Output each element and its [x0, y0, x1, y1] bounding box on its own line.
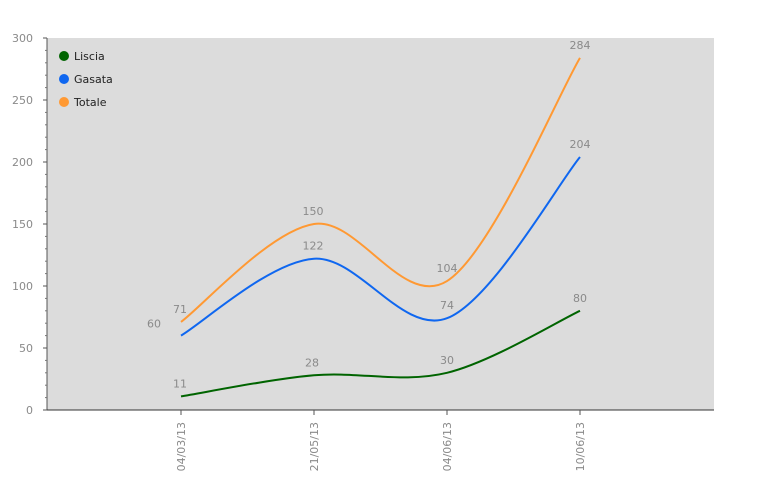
x-tick-label: 10/06/13: [574, 422, 587, 471]
data-label: 150: [303, 205, 324, 218]
data-labels: 11 28 30 80 60 122 74 204 71 150 104 284: [147, 39, 591, 391]
data-label: 28: [305, 356, 319, 369]
y-tick-label: 0: [26, 404, 33, 417]
data-label: 11: [173, 377, 187, 390]
data-label: 74: [440, 299, 454, 312]
x-axis: 04/03/13 21/05/13 04/06/13 10/06/13: [47, 409, 714, 471]
legend-marker: [59, 74, 69, 84]
legend-item-liscia[interactable]: Liscia: [59, 50, 105, 63]
data-label: 204: [570, 138, 591, 151]
data-label: 30: [440, 354, 454, 367]
y-tick-label: 300: [12, 32, 33, 45]
legend-marker: [59, 97, 69, 107]
data-label: 71: [173, 303, 187, 316]
y-tick-label: 250: [12, 94, 33, 107]
data-label: 80: [573, 292, 587, 305]
data-label: 60: [147, 318, 161, 331]
legend-item-totale[interactable]: Totale: [59, 96, 107, 109]
series-lines: [180, 57, 581, 398]
y-tick-label: 150: [12, 218, 33, 231]
legend-label: Gasata: [74, 73, 113, 86]
x-tick-label: 21/05/13: [308, 422, 321, 471]
legend-label: Liscia: [74, 50, 105, 63]
x-tick-label: 04/06/13: [441, 422, 454, 471]
data-label: 122: [303, 240, 324, 253]
plot-area: [47, 38, 714, 410]
y-tick-label: 50: [19, 342, 33, 355]
series-line-totale: [180, 57, 581, 323]
series-line-gasata: [180, 156, 581, 337]
legend-item-gasata[interactable]: Gasata: [59, 73, 113, 86]
y-tick-label: 200: [12, 156, 33, 169]
y-axis: 0 50 100 150 200 250 300: [12, 32, 48, 417]
x-tick-label: 04/03/13: [175, 422, 188, 471]
legend-label: Totale: [73, 96, 107, 109]
legend-marker: [59, 51, 69, 61]
y-tick-label: 100: [12, 280, 33, 293]
data-label: 284: [570, 39, 591, 52]
data-label: 104: [437, 262, 458, 275]
series-line-liscia: [180, 309, 581, 398]
legend[interactable]: Liscia Gasata Totale: [59, 50, 113, 109]
